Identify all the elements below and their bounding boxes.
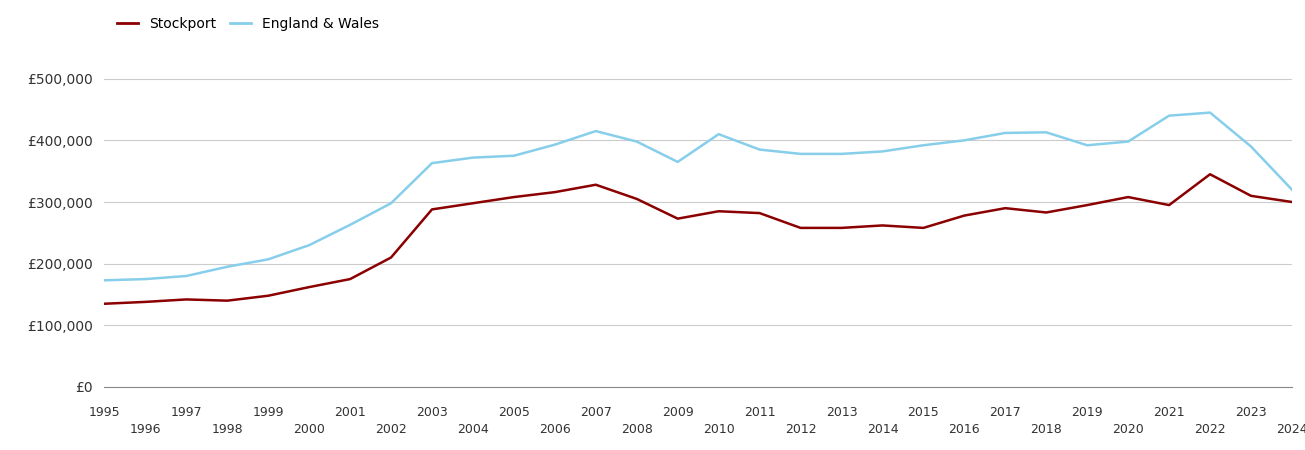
Text: 2009: 2009	[662, 406, 693, 419]
Text: 2024: 2024	[1276, 423, 1305, 436]
Text: 2000: 2000	[294, 423, 325, 436]
Text: 1998: 1998	[211, 423, 243, 436]
Text: 2001: 2001	[334, 406, 365, 419]
Text: 1995: 1995	[89, 406, 120, 419]
Text: 2007: 2007	[579, 406, 612, 419]
Text: 2016: 2016	[949, 423, 980, 436]
Text: 2021: 2021	[1154, 406, 1185, 419]
Text: 2012: 2012	[784, 423, 817, 436]
Text: 1999: 1999	[252, 406, 284, 419]
Text: 2017: 2017	[989, 406, 1022, 419]
Text: 2018: 2018	[1031, 423, 1062, 436]
Text: 2022: 2022	[1194, 423, 1225, 436]
Text: 1997: 1997	[171, 406, 202, 419]
Text: 2003: 2003	[416, 406, 448, 419]
Text: 2011: 2011	[744, 406, 775, 419]
Legend: Stockport, England & Wales: Stockport, England & Wales	[111, 11, 385, 36]
Text: 2008: 2008	[621, 423, 652, 436]
Text: 2014: 2014	[867, 423, 898, 436]
Text: 2023: 2023	[1236, 406, 1267, 419]
Text: 2002: 2002	[375, 423, 407, 436]
Text: 2006: 2006	[539, 423, 570, 436]
Text: 2013: 2013	[826, 406, 857, 419]
Text: 2010: 2010	[703, 423, 735, 436]
Text: 2019: 2019	[1071, 406, 1103, 419]
Text: 1996: 1996	[129, 423, 161, 436]
Text: 2004: 2004	[457, 423, 489, 436]
Text: 2015: 2015	[907, 406, 940, 419]
Text: 2020: 2020	[1112, 423, 1144, 436]
Text: 2005: 2005	[499, 406, 530, 419]
